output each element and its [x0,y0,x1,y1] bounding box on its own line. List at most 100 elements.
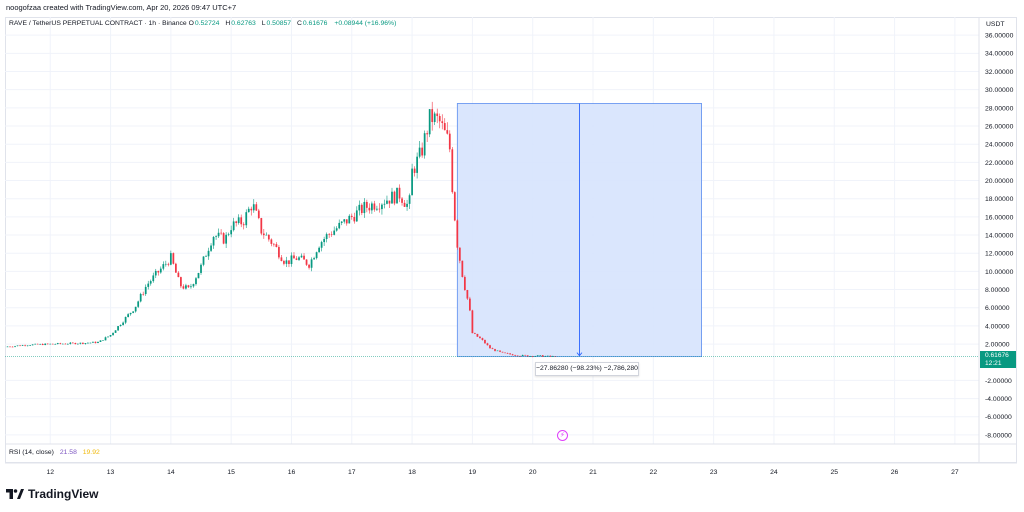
candle [107,336,109,338]
candle [109,334,112,337]
candle [516,355,519,357]
candle [99,340,102,343]
candle [428,109,431,138]
lightning-icon[interactable]: ⚡ [557,430,568,441]
y-tick-label: -2.00000 [985,378,1012,385]
candle [275,242,278,248]
current-price-badge: 0.61676 12:21 [980,351,1016,368]
rsi-label: RSI (14, close) [9,449,54,456]
candle [174,262,177,273]
candle [69,342,72,345]
candle [438,113,441,129]
candle [413,166,416,177]
measure-tool [456,103,702,358]
candle [295,256,298,261]
candle [64,343,67,345]
candle [393,190,396,206]
tradingview-logo-icon [6,489,24,499]
candle [245,209,248,228]
candle [39,343,42,345]
candle [300,253,303,258]
x-tick-label: 18 [408,469,416,476]
candle [446,122,449,135]
candle [340,221,343,226]
candle [34,343,37,345]
candle [433,111,436,126]
candle [185,283,187,290]
candle [448,130,451,153]
candle [24,344,26,347]
current-price: 0.61676 [985,352,1009,359]
y-tick-label: 4.00000 [985,323,1010,330]
high-label: H [225,20,231,27]
candle [102,340,104,341]
y-tick-label: 18.00000 [985,196,1014,203]
candle [159,266,162,274]
candle [129,312,132,316]
open-value: 0.52724 [194,20,220,27]
candle [124,316,127,325]
candle [122,321,124,326]
candle [232,217,235,232]
x-tick-label: 15 [227,469,235,476]
close-label: C [296,20,302,27]
measure-arrow-head [576,352,583,357]
candle [330,231,333,237]
candle [54,343,57,345]
candle [408,193,411,209]
y-tick-label: 16.00000 [985,214,1014,221]
candle [335,226,338,232]
y-tick-label: 10.00000 [985,269,1014,276]
candle [501,351,504,353]
candle [388,200,391,208]
candle [137,300,140,309]
y-tick-label: 12.00000 [985,251,1014,258]
candle [142,291,145,296]
candle [157,270,160,276]
candle [36,343,39,345]
y-tick-label: -6.00000 [985,414,1012,421]
candle [318,246,320,253]
candle [378,203,381,213]
candle [484,339,486,344]
candle [360,203,363,216]
candle [212,235,215,249]
candle [426,130,429,143]
y-tick-label: 24.00000 [985,142,1014,149]
candle [94,341,97,344]
candle [353,212,356,224]
candle [74,342,77,345]
x-tick-label: 20 [529,469,537,476]
candle [164,260,167,267]
candle [180,276,182,289]
candle [19,345,21,347]
candle [453,191,456,222]
candle [280,255,283,262]
candle [265,232,268,236]
candle [79,342,82,345]
candle [536,355,539,357]
candle [61,343,64,345]
candle [29,345,32,346]
candle [494,348,496,352]
x-tick-label: 27 [951,469,959,476]
x-tick-label: 24 [770,469,778,476]
symbol-legend[interactable]: RAVE / TetherUS PERPETUAL CONTRACT · 1h … [9,20,400,27]
candle [66,343,69,345]
candle [320,240,323,252]
candle [220,229,222,235]
candle [363,198,366,218]
rsi-legend[interactable]: RSI (14, close) 21.58 19.92 [9,449,100,456]
candle [325,232,328,243]
candle [177,271,180,278]
candle [376,205,378,212]
candle [162,261,165,271]
candle [16,345,19,347]
symbol-title: RAVE / TetherUS PERPETUAL CONTRACT · 1h … [9,20,187,27]
brand[interactable]: TradingView [6,487,98,501]
candle [451,147,454,194]
candle [418,141,421,159]
candle [524,354,527,356]
x-tick-label: 12 [46,469,54,476]
